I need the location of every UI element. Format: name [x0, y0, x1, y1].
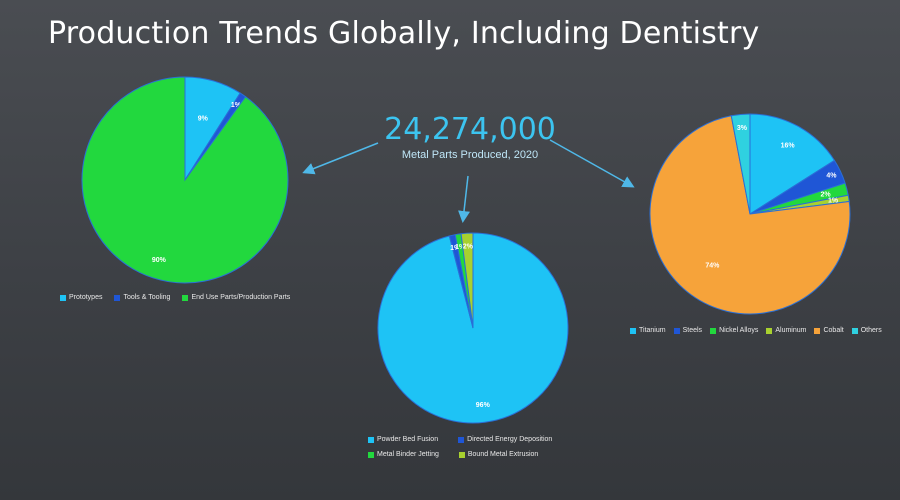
pie-data-label: 4% — [826, 173, 837, 180]
legend-item: Directed Energy Deposition — [458, 436, 552, 443]
legend-item: Bound Metal Extrusion — [458, 451, 539, 458]
legend-swatch — [673, 327, 680, 334]
legend-item: Steels — [673, 327, 703, 334]
legend-label: Tools & Tooling — [123, 294, 171, 301]
pie-data-label: 16% — [781, 142, 796, 149]
arrow-right — [549, 139, 635, 188]
pie-chart-materials: 16% 4% 2%1% 74% 3% — [649, 113, 851, 315]
legend-item: Titanium — [630, 327, 666, 334]
pie-slice — [81, 76, 289, 284]
legend-swatch — [630, 327, 636, 334]
pie-data-label: 9% — [198, 116, 209, 123]
pie-data-label: 1% — [450, 245, 461, 252]
pie-data-label: 1% — [231, 102, 242, 109]
pie-data-label: 96% — [476, 402, 491, 409]
legend-label: Titanium — [639, 327, 666, 334]
legend-label: Prototypes — [69, 294, 103, 301]
legend-applications: Prototypes Tools & Tooling End Use Parts/P… — [60, 294, 360, 301]
legend-item: Prototypes — [60, 294, 102, 301]
pie-slice — [460, 232, 474, 329]
pie-chart-processes: 96% 1%1%2% — [377, 232, 569, 424]
legend-label: End Use Parts/Production Parts — [191, 294, 291, 301]
legend-label: Powder Bed Fusion — [377, 436, 439, 443]
legend-processes: Powder Bed Fusion Directed Energy Deposit… — [368, 436, 598, 458]
legend-materials: Titanium Steels Nickel Alloys Aluminum Cobal… — [630, 327, 895, 334]
legend-swatch — [814, 327, 821, 334]
headline-block: 24,274,000 Metal Parts Produced, 2020 — [375, 112, 565, 161]
legend-swatch — [368, 451, 374, 458]
legend-label: Bound Metal Extrusion — [467, 451, 539, 458]
slide-title: Production Trends Globally, Including De… — [48, 16, 760, 51]
pie-data-label: 1% — [455, 244, 466, 251]
legend-label: Metal Binder Jetting — [377, 451, 439, 458]
headline-subtitle: Metal Parts Produced, 2020 — [401, 149, 539, 161]
pie-data-label: 1% — [828, 198, 839, 205]
legend-swatch — [368, 436, 374, 443]
arrow-left — [302, 142, 379, 175]
legend-label: Cobalt — [823, 327, 844, 334]
pie-data-label: 2% — [463, 243, 474, 250]
legend-label: Aluminum — [775, 327, 807, 334]
pie-chart-applications: 9% 1% 90% — [81, 76, 289, 284]
legend-swatch — [458, 451, 465, 458]
legend-swatch — [710, 327, 717, 334]
pie-data-label: 2% — [820, 191, 831, 198]
pie-slice — [649, 115, 851, 315]
headline-number: 24,274,000 — [384, 112, 556, 147]
legend-swatch — [114, 294, 121, 301]
pie-data-label: 3% — [737, 125, 748, 132]
legend-label: Steels — [682, 327, 703, 334]
legend-item: Powder Bed Fusion — [368, 436, 438, 443]
legend-swatch — [458, 436, 465, 443]
legend-swatch — [851, 327, 858, 334]
legend-item: Cobalt — [814, 327, 844, 334]
legend-label: Directed Energy Deposition — [467, 436, 553, 443]
legend-swatch — [766, 327, 773, 334]
legend-item: Others — [851, 327, 882, 334]
legend-label: Others — [860, 327, 882, 334]
pie-data-label: 74% — [705, 263, 720, 270]
pie-slice — [730, 113, 751, 215]
legend-swatch — [182, 294, 189, 301]
arrow-middle — [458, 175, 470, 223]
legend-item: Nickel Alloys — [710, 327, 758, 334]
legend-label: Nickel Alloys — [719, 327, 759, 334]
legend-item: Metal Binder Jetting — [368, 451, 439, 458]
pie-slice — [749, 113, 836, 215]
legend-item: Aluminum — [766, 327, 806, 334]
legend-item: End Use Parts/Production Parts — [182, 294, 290, 301]
legend-item: Tools & Tooling — [114, 294, 170, 301]
pie-data-label: 90% — [152, 257, 167, 264]
legend-swatch — [60, 294, 66, 301]
